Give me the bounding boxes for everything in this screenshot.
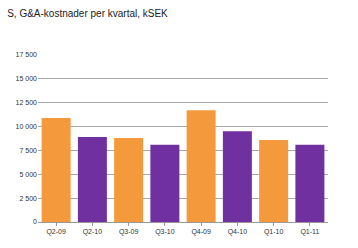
svg-text:7 500: 7 500 <box>19 147 37 154</box>
svg-text:2 500: 2 500 <box>19 195 37 202</box>
svg-text:5 000: 5 000 <box>19 171 37 178</box>
svg-text:Q1-11: Q1-11 <box>300 228 319 236</box>
svg-text:Q1-10: Q1-10 <box>264 228 284 236</box>
svg-text:Q4-09: Q4-09 <box>191 228 211 236</box>
svg-text:Q3-09: Q3-09 <box>119 228 139 236</box>
svg-text:10 000: 10 000 <box>16 123 38 130</box>
svg-text:17 500: 17 500 <box>16 51 38 58</box>
svg-text:12 500: 12 500 <box>16 99 38 106</box>
svg-text:S, G&A-kostnader per kvartal,: S, G&A-kostnader per kvartal, kSEK <box>7 8 168 19</box>
svg-text:Q2-09: Q2-09 <box>46 228 66 236</box>
svg-text:Q3-10: Q3-10 <box>155 228 175 236</box>
svg-text:15 000: 15 000 <box>16 75 38 82</box>
svg-text:0: 0 <box>33 218 37 225</box>
svg-text:Q2-10: Q2-10 <box>83 228 103 236</box>
svg-text:Q4-10: Q4-10 <box>228 228 248 236</box>
